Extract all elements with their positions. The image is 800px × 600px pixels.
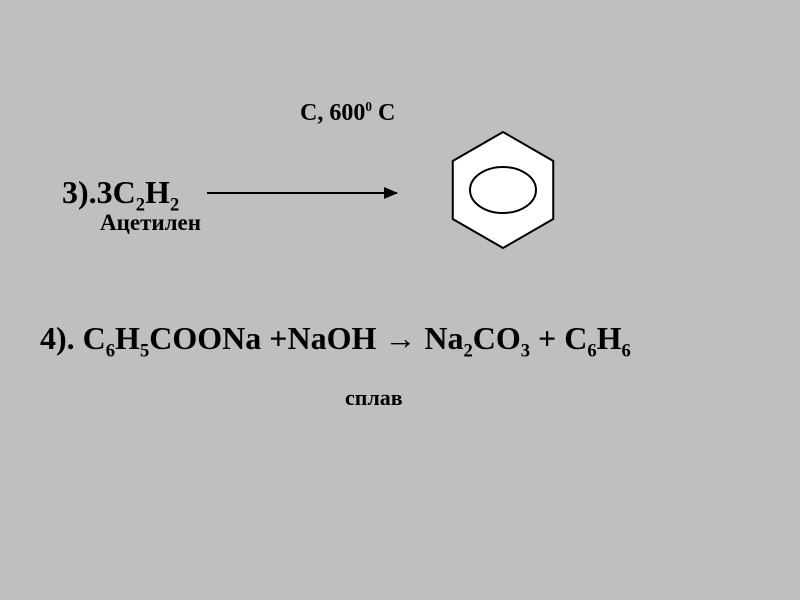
cond-prefix: C, 600 bbox=[300, 100, 365, 126]
benzene-ring-icon bbox=[443, 130, 563, 255]
reaction-1-condition: C, 6000 C bbox=[300, 100, 395, 127]
r2-t2: H bbox=[115, 320, 140, 356]
r1-C: C bbox=[113, 174, 136, 210]
reaction-2-fusion-label: сплав bbox=[345, 385, 403, 411]
r2-s3: 2 bbox=[463, 340, 472, 361]
reaction-1-arrow bbox=[207, 183, 397, 203]
r2-t5: + C bbox=[530, 320, 587, 356]
cond-exp: 0 bbox=[365, 99, 372, 114]
r2-s1: 6 bbox=[106, 340, 115, 361]
r2-idx: 4). bbox=[40, 320, 83, 356]
r2-s4: 3 bbox=[521, 340, 530, 361]
arrow-line bbox=[207, 192, 397, 194]
r2-t3: COONa +NaOH → Na bbox=[149, 320, 463, 356]
r2-t4: CO bbox=[473, 320, 521, 356]
reaction-1: 3).3C2H2 bbox=[62, 130, 563, 255]
r2-s2: 5 bbox=[140, 340, 149, 361]
reaction-1-index: 3). bbox=[62, 174, 97, 210]
reaction-1-reagent-label: Ацетилен bbox=[100, 210, 201, 236]
r2-t1: C bbox=[83, 320, 106, 356]
r2-t6: H bbox=[597, 320, 622, 356]
arrow-head-icon bbox=[384, 187, 398, 199]
benzene-inner-ellipse bbox=[470, 167, 536, 213]
r2-s5: 6 bbox=[587, 340, 596, 361]
reaction-2-formula: 4). C6H5COONa +NaOH → Na2CO3 + C6H6 bbox=[40, 320, 631, 357]
slide-background bbox=[0, 0, 800, 600]
r2-s6: 6 bbox=[622, 340, 631, 361]
reaction-2: 4). C6H5COONa +NaOH → Na2CO3 + C6H6 bbox=[40, 320, 631, 357]
cond-suffix: C bbox=[372, 100, 395, 126]
reaction-1-formula: 3).3C2H2 bbox=[62, 174, 179, 211]
reaction-1-coeff: 3 bbox=[97, 174, 113, 210]
r1-H: H bbox=[145, 174, 170, 210]
